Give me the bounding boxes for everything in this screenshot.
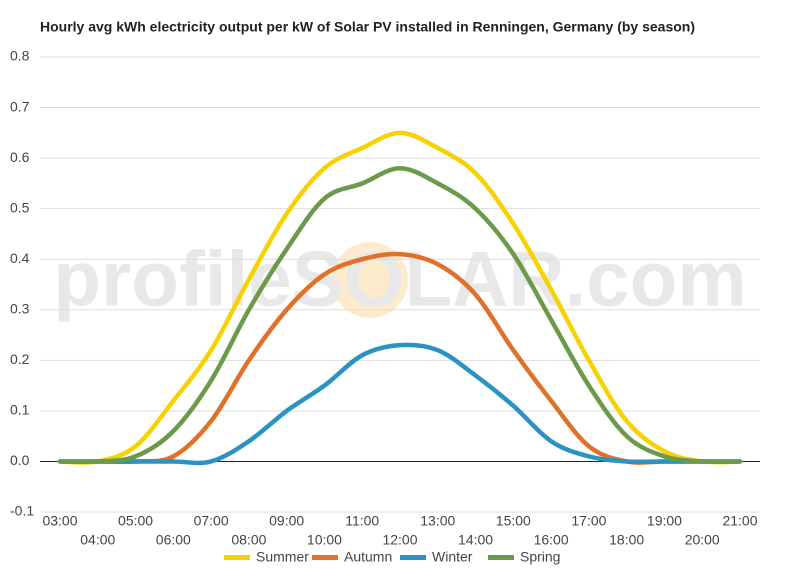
x-tick-label: 12:00 <box>382 532 417 548</box>
series-line <box>57 342 743 466</box>
watermark: profileSOLAR.com <box>53 235 746 323</box>
x-tick-label: 10:00 <box>307 532 342 548</box>
series-line <box>57 165 743 465</box>
y-tick-label: 0.6 <box>10 149 30 165</box>
x-tick-label: 06:00 <box>156 532 191 548</box>
x-tick-label: 05:00 <box>118 513 153 529</box>
x-tick-label: 04:00 <box>80 532 115 548</box>
x-tick-label: 17:00 <box>571 513 606 529</box>
x-tick-label: 21:00 <box>722 513 757 529</box>
series-line <box>57 130 743 465</box>
y-tick-label: 0.4 <box>10 250 30 266</box>
y-tick-label: 0.0 <box>10 452 30 468</box>
legend-label: Winter <box>432 549 473 565</box>
x-tick-label: 14:00 <box>458 532 493 548</box>
legend-label: Summer <box>256 549 309 565</box>
y-tick-label: 0.8 <box>10 48 30 64</box>
legend-label: Autumn <box>344 549 392 565</box>
legend-swatch <box>312 555 338 560</box>
x-tick-label: 09:00 <box>269 513 304 529</box>
legend-swatch <box>224 555 250 560</box>
y-tick-label: 0.1 <box>10 402 30 418</box>
x-tick-label: 08:00 <box>231 532 266 548</box>
legend-swatch <box>400 555 426 560</box>
x-tick-label: 03:00 <box>42 513 77 529</box>
x-tick-label: 20:00 <box>685 532 720 548</box>
y-tick-label: -0.1 <box>10 503 34 519</box>
y-tick-label: 0.7 <box>10 98 30 114</box>
chart-title: Hourly avg kWh electricity output per kW… <box>40 19 695 35</box>
x-tick-label: 07:00 <box>194 513 229 529</box>
legend-label: Spring <box>520 549 560 565</box>
x-tick-label: 15:00 <box>496 513 531 529</box>
x-tick-label: 19:00 <box>647 513 682 529</box>
y-tick-label: 0.2 <box>10 351 30 367</box>
legend-swatch <box>488 555 514 560</box>
x-tick-label: 16:00 <box>534 532 569 548</box>
x-tick-label: 18:00 <box>609 532 644 548</box>
y-tick-label: 0.3 <box>10 300 30 316</box>
y-tick-label: 0.5 <box>10 199 30 215</box>
x-tick-label: 11:00 <box>345 513 379 529</box>
x-tick-label: 13:00 <box>420 513 455 529</box>
